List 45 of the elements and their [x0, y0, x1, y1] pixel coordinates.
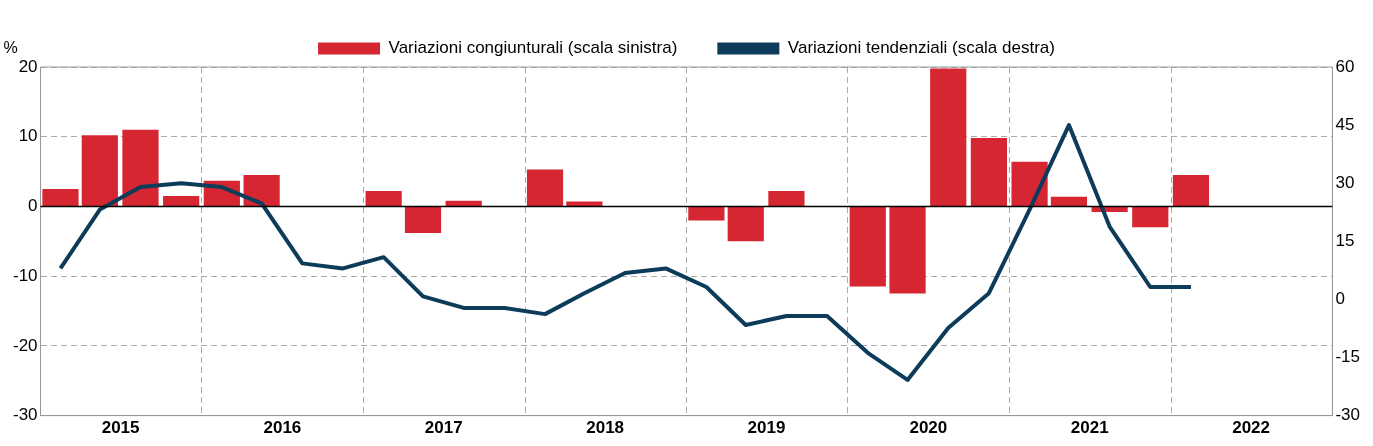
y2-tick-label: 45	[1335, 114, 1355, 134]
bar	[42, 189, 79, 206]
legend-label: Variazioni congiunturali (scala sinistra)	[388, 38, 678, 58]
bar	[526, 169, 564, 206]
x-tick-label: 2018	[586, 418, 625, 438]
bar	[727, 206, 764, 242]
y-tick-label: -10	[12, 265, 38, 285]
y2-tick-label: 60	[1335, 56, 1355, 76]
bar	[404, 206, 442, 233]
bar	[122, 129, 159, 206]
y2-tick-label: 30	[1335, 172, 1355, 192]
y-axis-title: %	[3, 39, 18, 57]
bar	[889, 206, 926, 294]
x-tick-label: 2017	[424, 418, 463, 438]
bar	[81, 135, 118, 206]
y-tick-label: 10	[18, 126, 38, 146]
bar	[1011, 161, 1048, 206]
bar	[445, 200, 482, 206]
bar	[1050, 196, 1088, 206]
y-tick-label: -30	[12, 405, 38, 425]
y-tick-label: -20	[12, 335, 38, 355]
bar	[365, 191, 402, 206]
y-tick-label: 0	[28, 196, 38, 216]
bar	[1132, 206, 1169, 228]
y2-tick-label: 15	[1335, 230, 1355, 250]
y-tick-label: 20	[18, 56, 38, 76]
x-tick-label: 2020	[909, 418, 948, 438]
bar	[566, 201, 603, 206]
bar	[163, 195, 200, 206]
x-tick-label: 2019	[747, 418, 786, 438]
bar	[1172, 175, 1210, 206]
x-tick-label: 2021	[1070, 418, 1109, 438]
bar	[849, 206, 886, 287]
legend-label: Variazioni tendenziali (scala destra)	[787, 38, 1055, 58]
y2-tick-label: -15	[1335, 347, 1361, 367]
bar	[243, 175, 280, 206]
y2-tick-label: 0	[1335, 289, 1345, 309]
bar	[930, 68, 967, 206]
bar	[688, 206, 725, 221]
x-tick-label: 2015	[101, 418, 140, 438]
bar	[768, 191, 805, 206]
y2-tick-label: -30	[1335, 405, 1361, 425]
x-tick-label: 2022	[1232, 418, 1270, 438]
bar	[970, 138, 1008, 206]
x-tick-label: 2016	[263, 418, 302, 438]
